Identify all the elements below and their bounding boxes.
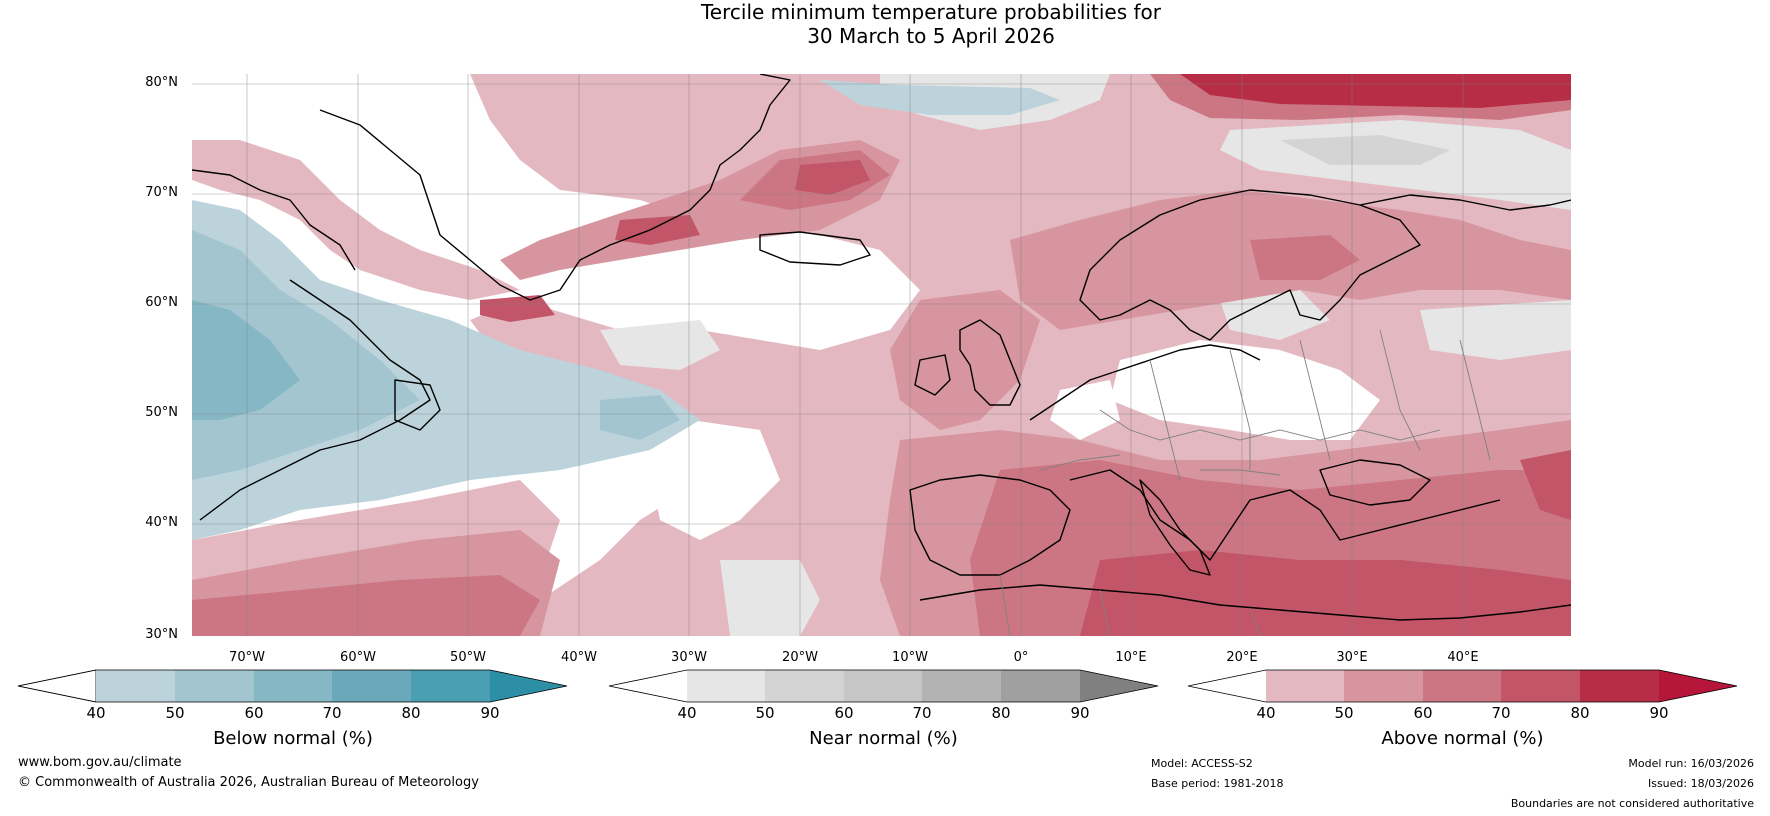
title-line-2: 30 March to 5 April 2026 <box>807 24 1055 48</box>
italy <box>1139 479 1211 576</box>
colorbar-tick-label: 70 <box>1491 704 1511 722</box>
issued-date: Issued: 18/03/2026 <box>1647 777 1754 790</box>
lon-tick-label: 20°W <box>782 650 818 665</box>
lat-tick-label: 50°N <box>145 405 178 420</box>
colorbar-label-above: Above normal (%) <box>1381 728 1544 749</box>
map-title: Tercile minimum temperature probabilitie… <box>0 0 1770 48</box>
colorbar-tick-label: 50 <box>755 704 775 722</box>
boundaries-disclaimer: Boundaries are not considered authoritat… <box>1510 797 1754 810</box>
colorbar-near <box>608 669 1159 703</box>
greenland-coast <box>319 74 791 301</box>
lon-tick-label: 70°W <box>229 650 265 665</box>
newfoundland <box>394 379 441 431</box>
colorbar-below <box>17 669 568 703</box>
below-normal-region <box>192 300 300 420</box>
graticule <box>192 74 1571 636</box>
north-africa <box>919 584 1571 621</box>
below-normal-region <box>820 80 1060 115</box>
lon-tick-label: 40°W <box>561 650 597 665</box>
colorbar-tick-label: 60 <box>1413 704 1433 722</box>
near-normal-region <box>600 320 720 370</box>
near-normal-region <box>1420 300 1571 360</box>
scandinavia <box>1079 189 1421 341</box>
colorbar-tick-label: 90 <box>1070 704 1090 722</box>
colorbar-tick-label: 50 <box>1334 704 1354 722</box>
above-normal-region <box>192 140 520 300</box>
colorbar-tick-label: 40 <box>677 704 697 722</box>
iberia <box>909 474 1071 576</box>
lon-tick-label: 0° <box>1013 650 1029 665</box>
labrador-coast <box>199 279 431 521</box>
lon-tick-label: 20°E <box>1226 650 1258 665</box>
colorbar-tick-label: 80 <box>991 704 1011 722</box>
colorbar-tick-label: 80 <box>401 704 421 722</box>
colorbar-tick-label: 40 <box>86 704 106 722</box>
colorbar-label-near: Near normal (%) <box>809 728 958 749</box>
base-period: Base period: 1981-2018 <box>1151 777 1284 790</box>
lat-tick-label: 80°N <box>145 75 178 90</box>
website-link[interactable]: www.bom.gov.au/climate <box>18 755 182 770</box>
above-normal-stronger <box>1250 235 1360 280</box>
black-sea <box>1319 459 1431 506</box>
colorbar-tick-label: 50 <box>165 704 185 722</box>
lon-tick-label: 30°W <box>671 650 707 665</box>
russia-arctic <box>1359 194 1571 211</box>
near-normal-region <box>1280 135 1450 165</box>
colorbar-tick-label: 90 <box>1649 704 1669 722</box>
colorbar-label-below: Below normal (%) <box>213 728 373 749</box>
lon-tick-label: 10°E <box>1115 650 1147 665</box>
colorbar-tick-label: 60 <box>834 704 854 722</box>
british-isles <box>959 319 1021 406</box>
baffin-coast <box>192 169 356 271</box>
colorbar-tick-label: 40 <box>1256 704 1276 722</box>
lon-tick-label: 60°W <box>340 650 376 665</box>
colorbar-tick-label: 70 <box>322 704 342 722</box>
copyright-text: © Commonwealth of Australia 2026, Austra… <box>18 775 479 790</box>
near-normal-region <box>1220 290 1330 340</box>
colorbar-tick-label: 60 <box>244 704 264 722</box>
lon-tick-label: 50°W <box>450 650 486 665</box>
ireland <box>914 354 951 396</box>
above-normal-strongest <box>1520 450 1571 520</box>
colorbar-tick-label: 80 <box>1570 704 1590 722</box>
below-normal-region <box>192 200 700 540</box>
model-name: Model: ACCESS-S2 <box>1151 757 1253 770</box>
lat-tick-label: 70°N <box>145 185 178 200</box>
lat-tick-label: 60°N <box>145 295 178 310</box>
above-normal-strongest <box>1180 74 1571 108</box>
iceland <box>759 231 871 266</box>
above-normal-strongest <box>615 215 700 245</box>
title-line-1: Tercile minimum temperature probabilitie… <box>700 0 1162 24</box>
above-normal-strongest <box>480 295 555 322</box>
below-normal-region <box>600 395 680 440</box>
near-normal-region <box>720 560 820 636</box>
lon-tick-label: 30°E <box>1336 650 1368 665</box>
lon-tick-label: 40°E <box>1447 650 1479 665</box>
colorbar-tick-label: 70 <box>912 704 932 722</box>
neutral-region <box>650 420 780 540</box>
above-normal-strong <box>890 290 1040 430</box>
model-run: Model run: 16/03/2026 <box>1628 757 1754 770</box>
lon-tick-label: 10°W <box>892 650 928 665</box>
neutral-region <box>1110 340 1380 440</box>
colorbar-tick-label: 90 <box>480 704 500 722</box>
country-borders <box>999 329 1491 636</box>
below-normal-region <box>192 230 420 480</box>
lat-tick-label: 40°N <box>145 515 178 530</box>
above-normal-stronger <box>192 575 540 636</box>
above-normal-strongest <box>1080 550 1571 636</box>
colorbar-above <box>1187 669 1738 703</box>
mediterranean-north <box>1069 469 1501 561</box>
lat-tick-label: 30°N <box>145 627 178 642</box>
above-normal-strongest <box>795 160 870 195</box>
